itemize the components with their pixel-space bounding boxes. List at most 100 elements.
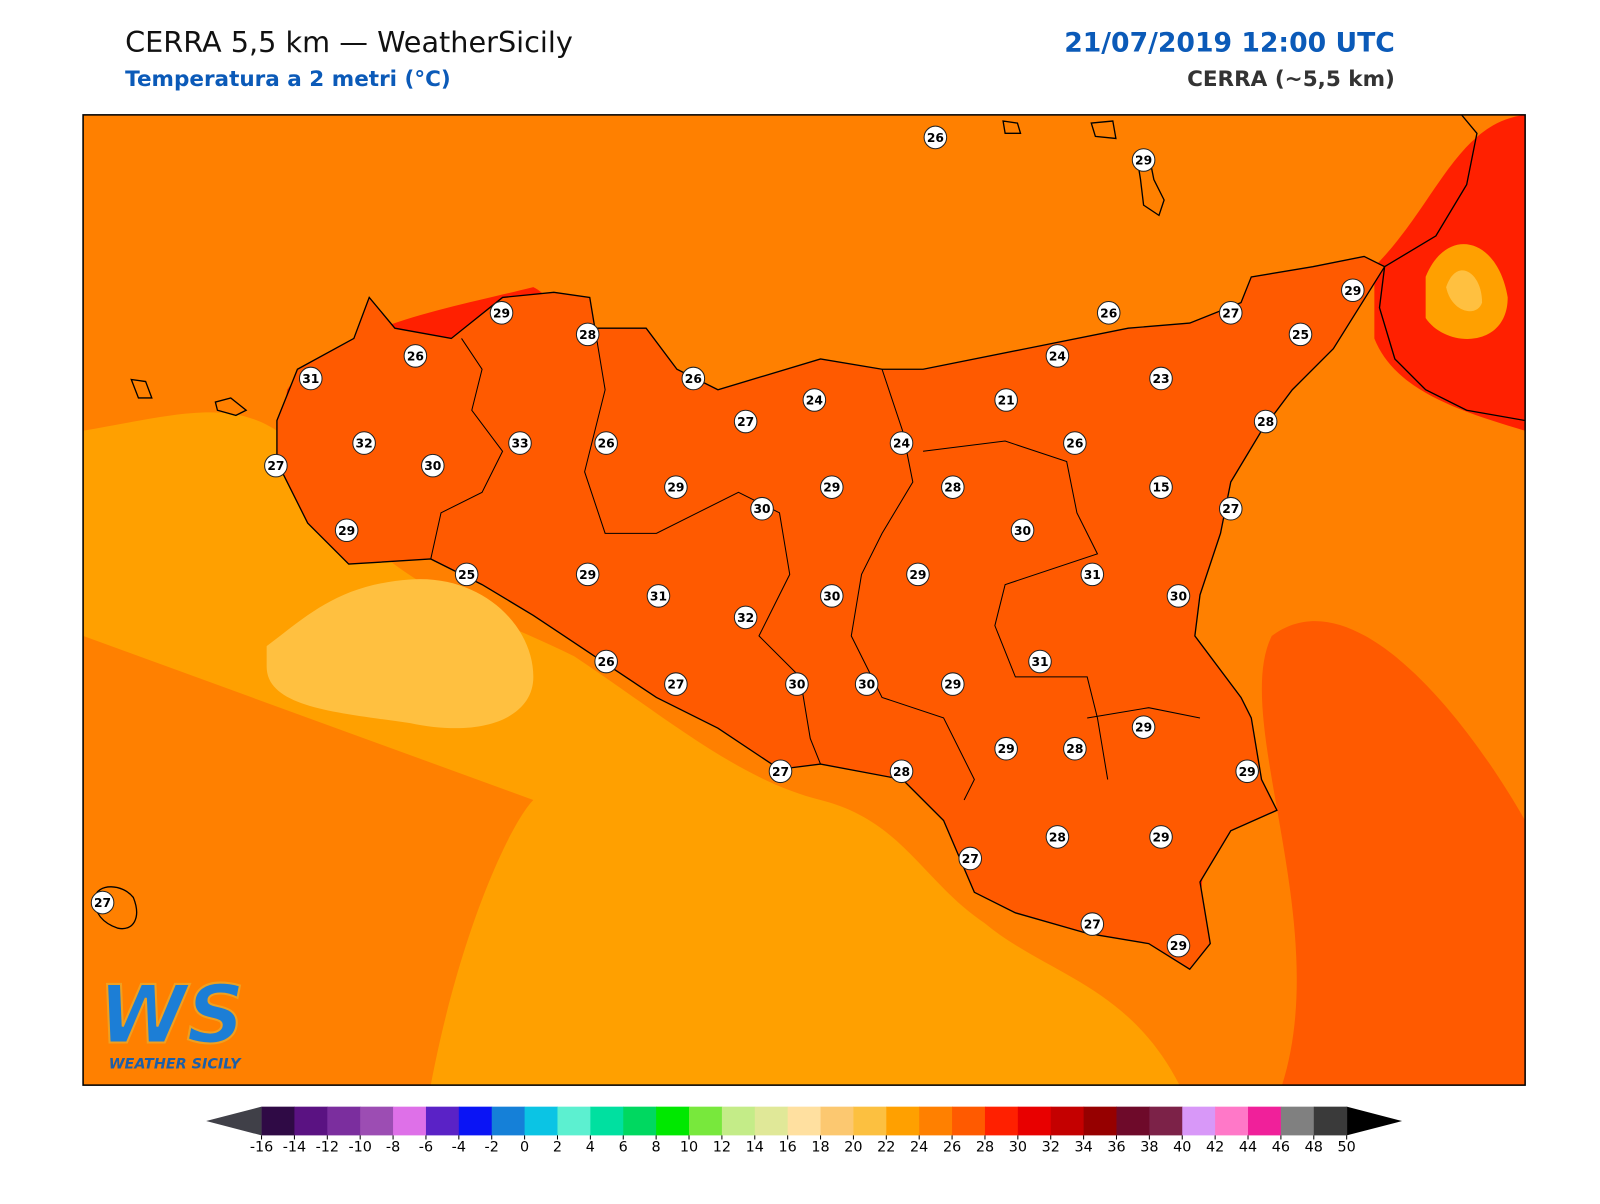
station-value: 26 [407,349,424,363]
station-marker [1045,344,1070,368]
station-marker [1149,366,1173,391]
colorbar-tick-label: 46 [1272,1140,1290,1156]
station: 29 [334,518,359,543]
station: 26 [1096,301,1121,325]
station: 27 [958,846,983,871]
station-value: 27 [667,678,684,692]
station-value: 26 [1100,306,1117,320]
calabria-cool-core [1446,270,1483,312]
station-marker [508,431,532,455]
station-value: 30 [424,459,441,473]
colorbar-tick-label: -14 [283,1140,306,1156]
model-label: CERRA (~5,5 km) [1187,67,1395,92]
calabria-coast [1378,114,1526,422]
station-marker [889,759,914,784]
station-marker [994,388,1018,412]
station-marker [1235,759,1259,784]
station-marker [1096,301,1121,325]
station-marker [733,409,758,434]
colorbar-tick-label: -2 [485,1140,499,1156]
station-value: 28 [1066,742,1083,756]
station-value: 29 [1170,939,1187,953]
colorbar-tick-label: 20 [844,1140,862,1156]
colorbar-swatch [623,1106,657,1136]
colorbar-tick-label: 8 [652,1140,661,1156]
datetime: 21/07/2019 12:00 UTC [1064,28,1395,59]
station-value: 29 [1152,830,1169,844]
station: 25 [1288,322,1313,347]
station-value: 26 [598,655,615,669]
station-value: 30 [823,589,840,603]
colorbar-swatch [590,1106,624,1136]
station-marker [1080,562,1105,587]
colorbar-tick-label: 30 [1009,1140,1027,1156]
colorbar-tick-label: 10 [680,1140,698,1156]
map: 26 29 29 28 26 31 26 24 27 32 33 26 27 30 29 29 30 29 25 29… [83,114,1526,1086]
station: 30 [750,496,774,521]
colorbar-tick-label: 16 [779,1140,797,1156]
colorbar-tick-label: 50 [1338,1140,1356,1156]
logo-mark: WS [98,968,244,1061]
station-marker [646,584,671,608]
station-marker [733,605,758,630]
station-value: 29 [823,481,840,495]
colorbar-over [1346,1106,1403,1136]
station: 29 [1341,278,1365,303]
station-value: 23 [1152,372,1169,386]
station-value: 26 [1066,437,1083,451]
station: 27 [1218,496,1243,521]
map-frame [82,114,1526,1086]
colorbar-swatch [1149,1106,1183,1136]
colorbar-swatch [820,1106,854,1136]
station-value: 29 [338,524,355,538]
colorbar-swatch [919,1106,953,1136]
station-marker [352,431,376,455]
colorbar-swatch [1050,1106,1085,1136]
station: 24 [802,388,827,412]
station-value: 26 [598,437,615,451]
colorbar-swatch [1215,1106,1249,1136]
station-marker [1028,649,1052,674]
station: 29 [819,475,844,499]
station: 28 [889,759,914,784]
colorbar-swatch [294,1106,328,1136]
station-value: 29 [1344,284,1361,298]
station: 29 [941,672,965,696]
station: 30 [1010,518,1035,543]
station-value: 25 [1292,328,1309,342]
colorbar-tick-label: 32 [1042,1140,1060,1156]
colorbar-tick-label: -10 [348,1140,371,1156]
colorbar-under [206,1106,262,1136]
station-marker [768,759,793,784]
station: 30 [854,672,879,696]
station-value: 15 [1152,481,1169,495]
station-value: 24 [893,437,910,451]
colorbar-swatch [524,1106,558,1136]
station: 31 [1080,562,1105,587]
station-value: 27 [1084,918,1101,932]
station: 30 [785,672,809,696]
station-marker [421,453,445,478]
station: 31 [646,584,671,608]
station-marker [575,562,600,587]
colorbar-swatch [458,1106,493,1136]
station-marker [750,496,774,521]
station-marker [334,518,359,543]
station-marker [594,649,618,674]
colorbar-tick-label: 26 [943,1140,961,1156]
station-marker [958,846,983,871]
station-value: 25 [458,568,475,582]
colorbar-swatch [754,1106,789,1136]
station-value: 29 [667,481,684,495]
station: 28 [1063,736,1087,761]
station-value: 27 [737,415,754,429]
colorbar-tick-label: 38 [1140,1140,1158,1156]
station-marker [1341,278,1365,303]
sea-cool-blob [266,579,534,729]
station: 29 [906,562,930,587]
station: 32 [352,431,376,455]
station: 29 [1235,759,1259,784]
station: 30 [1166,584,1191,608]
colorbar-swatch [886,1106,920,1136]
station-marker [298,366,323,391]
